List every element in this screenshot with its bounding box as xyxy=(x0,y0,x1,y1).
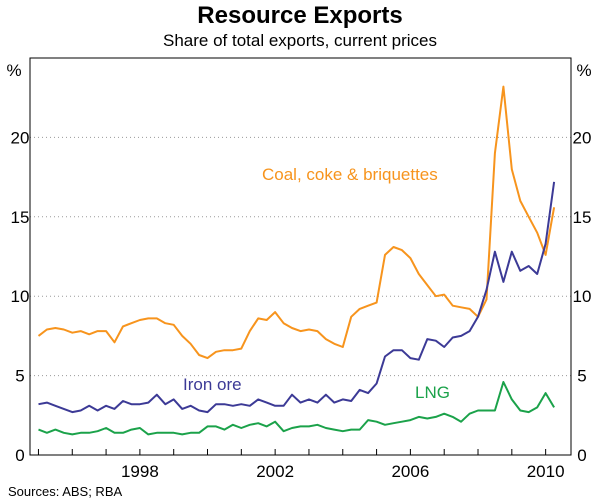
y-axis-unit-left: % xyxy=(6,61,21,80)
y-tick-label-left: 15 xyxy=(11,208,30,227)
y-tick-label-right: 5 xyxy=(577,367,586,386)
y-tick-label-right: 15 xyxy=(573,208,592,227)
series-line-coal-coke-briquettes xyxy=(37,85,556,360)
x-tick-label: 2006 xyxy=(391,462,429,481)
x-tick-label: 1998 xyxy=(121,462,159,481)
y-tick-label-left: 5 xyxy=(15,367,24,386)
y-tick-label-right: 20 xyxy=(573,128,592,147)
series-label-iron-ore: Iron ore xyxy=(183,375,242,394)
y-tick-label-right: 0 xyxy=(577,446,586,465)
series-line-iron-ore xyxy=(38,181,556,414)
series-label-coal-coke-briquettes: Coal, coke & briquettes xyxy=(262,165,438,184)
x-tick-label: 2002 xyxy=(256,462,294,481)
series-label-lng: LNG xyxy=(415,383,450,402)
y-tick-label-left: 20 xyxy=(11,128,30,147)
y-tick-label-right: 10 xyxy=(573,287,592,306)
y-tick-label-left: 10 xyxy=(11,287,30,306)
y-tick-label-left: 0 xyxy=(15,446,24,465)
y-axis-unit-right: % xyxy=(576,61,591,80)
chart-title: Resource Exports xyxy=(197,2,402,29)
x-tick-label: 2010 xyxy=(527,462,565,481)
source-note: Sources: ABS; RBA xyxy=(8,484,122,499)
series-line-lng xyxy=(38,381,555,436)
chart-subtitle: Share of total exports, current prices xyxy=(163,31,437,50)
plot-frame xyxy=(29,57,572,456)
